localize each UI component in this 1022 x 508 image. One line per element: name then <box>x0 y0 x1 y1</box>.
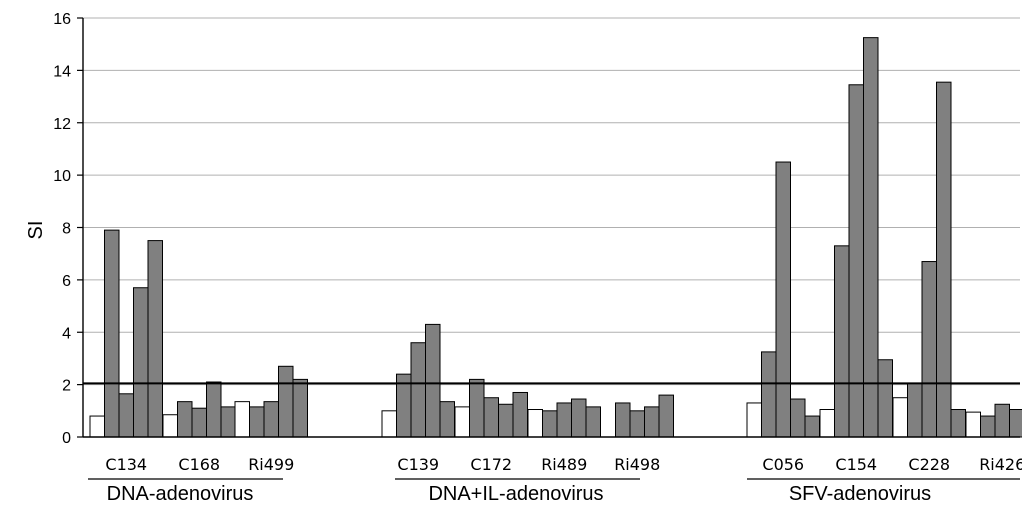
bar-C168-3 <box>191 407 207 438</box>
bar-C139-3 <box>410 342 426 438</box>
bar-Ri489-5 <box>585 406 601 438</box>
category-label: C172 <box>470 455 512 474</box>
bar-Ri499-3 <box>263 401 279 438</box>
bar-C134-5 <box>147 240 163 438</box>
category-label: C134 <box>105 455 147 474</box>
y-tick-label: 16 <box>53 11 71 28</box>
y-tick-label: 12 <box>53 116 71 133</box>
y-tick-label: 10 <box>53 168 71 185</box>
bar-Ri498-5 <box>658 394 674 438</box>
bar-C056-1 <box>746 402 762 438</box>
group-label: DNA+IL-adenovirus <box>428 483 603 505</box>
gridlines <box>83 17 1020 386</box>
bar-C172-2 <box>469 378 485 438</box>
category-label: Ri499 <box>248 455 294 474</box>
category-label: Ri498 <box>614 455 660 474</box>
bar-Ri498-4 <box>644 406 660 438</box>
bar-Ri489-4 <box>571 398 587 438</box>
bar-C168-2 <box>177 401 193 438</box>
y-tick-label: 6 <box>62 273 71 290</box>
bar-Ri499-4 <box>278 365 294 438</box>
bar-C154-1 <box>819 409 835 438</box>
category-label: C139 <box>397 455 439 474</box>
bar-C172-3 <box>483 397 499 438</box>
y-tick-label: 14 <box>53 63 71 80</box>
bar-Ri426-4 <box>1009 409 1022 438</box>
bar-C228-5 <box>950 409 966 438</box>
category-label: C228 <box>908 455 950 474</box>
y-tick-label: 4 <box>62 325 71 342</box>
bar-C056-2 <box>761 351 777 438</box>
category-label: C056 <box>762 455 804 474</box>
bar-Ri426-3 <box>994 403 1010 438</box>
bar-Ri498-2 <box>615 402 631 438</box>
bar-C139-5 <box>439 401 455 438</box>
bar-C168-4 <box>206 381 222 438</box>
bar-C154-4 <box>863 37 879 438</box>
group-label: SFV-adenovirus <box>789 483 931 505</box>
axes <box>82 18 1020 438</box>
bar-C172-5 <box>512 391 528 438</box>
bar-C168-5 <box>220 406 236 438</box>
category-label: Ri489 <box>541 455 587 474</box>
y-tick-label: 2 <box>62 378 71 395</box>
bar-C139-1 <box>381 410 397 438</box>
group-labels: DNA-adenovirus DNA+IL-adenovirus SFV-adeno… <box>88 478 1020 505</box>
category-label: C168 <box>178 455 220 474</box>
bar-C134-3 <box>118 393 134 438</box>
x-axis-category-labels: C134 C168 Ri499 C139 C172 Ri489 Ri498 C056 C154 C… <box>105 455 1022 474</box>
bar-Ri489-3 <box>556 402 572 438</box>
category-label: C154 <box>835 455 877 474</box>
bar-C168-1 <box>162 414 178 438</box>
bar-C154-5 <box>877 359 893 438</box>
bar-Ri499-2 <box>249 406 265 438</box>
y-axis-title: SI <box>25 221 47 240</box>
bar-C228-2 <box>907 382 923 438</box>
bar-C172-1 <box>454 406 470 438</box>
bar-C154-2 <box>834 245 850 438</box>
bar-C172-4 <box>498 403 514 438</box>
bar-Ri426-2 <box>980 415 996 438</box>
bar-Ri499-5 <box>292 378 308 438</box>
y-axis-ticks: 0 2 4 6 8 10 12 14 16 <box>53 11 83 447</box>
bar-Ri499-1 <box>234 401 250 438</box>
bar-C228-1 <box>892 397 908 438</box>
bar-Ri426-1 <box>965 411 981 438</box>
category-label: Ri426 <box>979 455 1022 474</box>
y-tick-label: 0 <box>62 430 71 447</box>
bar-C134-1 <box>89 415 105 438</box>
bar-C056-4 <box>790 398 806 438</box>
bar-Ri498-3 <box>629 410 645 438</box>
bar-Ri489-2 <box>542 410 558 438</box>
bar-C056-5 <box>804 415 820 438</box>
bar-C228-3 <box>921 261 937 438</box>
bars <box>89 37 1022 438</box>
bar-C056-3 <box>775 161 791 438</box>
bar-Ri489-1 <box>527 409 543 438</box>
bar-C134-2 <box>104 229 120 438</box>
group-label: DNA-adenovirus <box>107 483 254 505</box>
y-tick-label: 8 <box>62 221 71 238</box>
bar-C134-4 <box>133 287 149 438</box>
bar-C139-4 <box>425 323 441 438</box>
